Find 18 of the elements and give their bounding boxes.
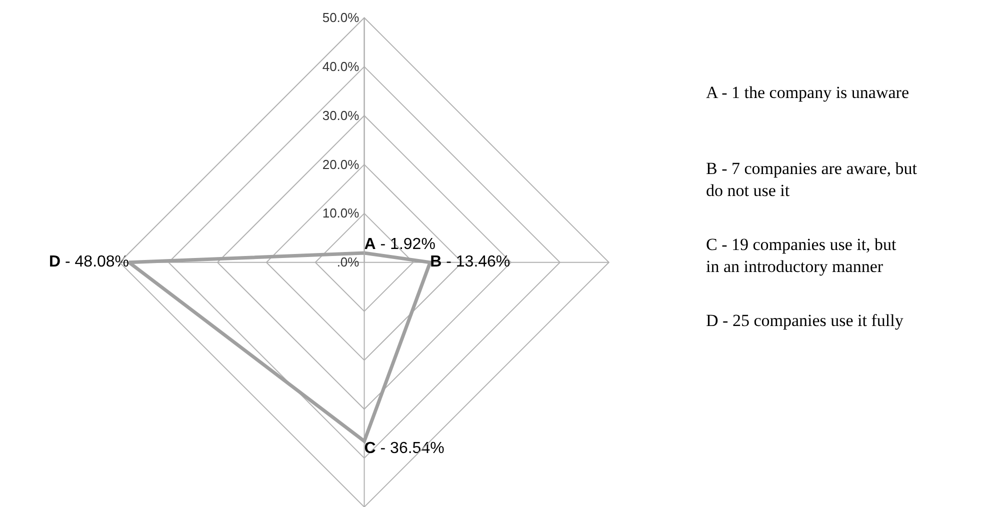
text: A - 1 the company is unaware [706,83,909,102]
text: B - 7 companies are aware, but do not use it [706,159,918,200]
y-tick-label: 20.0% [322,156,360,172]
spoke-label: D [48,253,61,270]
text: D - 25 companies use it fully [706,311,904,330]
y-tick-label: 40.0% [322,58,360,74]
y-tick-label: 30.0% [322,108,360,123]
y-tick-label: 10.0% [322,206,360,221]
spoke-label: B [430,253,442,270]
text: - 13.46% [446,253,510,270]
text: C - 19 companies use it, but in an introductory manner [706,235,897,276]
y-tick-label: 50.0% [322,10,360,25]
text: - 48.08% [64,253,130,270]
text: - 36.54% [380,440,444,458]
y-tick-label: .0% [336,254,360,270]
text: - 1.92% [380,236,436,253]
spoke-label: C [364,440,376,458]
spoke-label: A [364,236,376,253]
